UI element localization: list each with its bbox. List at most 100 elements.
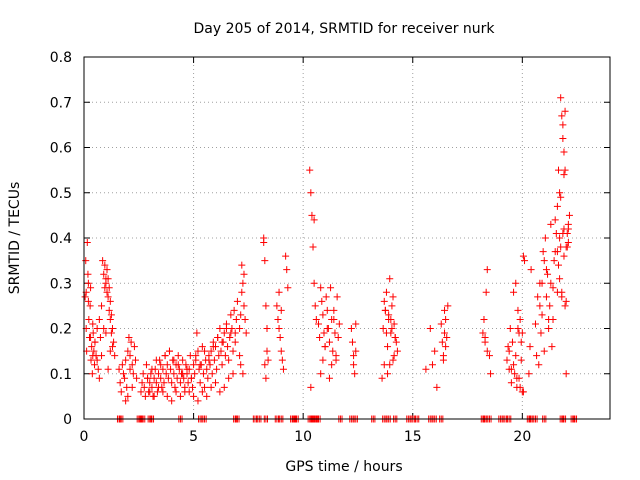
data-point (140, 383, 148, 391)
data-point (541, 234, 549, 242)
data-point (146, 379, 154, 387)
data-point (207, 347, 215, 355)
data-point (215, 352, 223, 360)
data-point (165, 347, 173, 355)
data-point (516, 315, 524, 323)
data-point (191, 370, 199, 378)
data-point (438, 338, 446, 346)
data-point (150, 374, 158, 382)
data-point (379, 325, 387, 332)
data-point (176, 379, 184, 387)
data-point (222, 325, 230, 332)
data-point (443, 334, 451, 342)
data-point (241, 315, 249, 323)
data-point (233, 297, 241, 305)
plot-frame (83, 56, 611, 420)
data-point (549, 284, 557, 292)
data-point (213, 365, 221, 373)
data-point (273, 302, 281, 310)
data-point (124, 347, 132, 355)
data-point (431, 347, 439, 355)
data-point (105, 306, 113, 314)
data-point (150, 392, 158, 400)
data-point (118, 361, 126, 369)
data-point (387, 315, 395, 323)
y-tick-label: 0.8 (50, 50, 72, 66)
data-point (180, 374, 188, 382)
data-point (328, 361, 336, 369)
data-point (192, 352, 200, 360)
data-point (155, 370, 163, 378)
data-point (185, 388, 193, 396)
data-point (549, 315, 557, 323)
data-point (503, 356, 511, 364)
data-point (330, 315, 338, 323)
data-point (437, 320, 445, 328)
data-point (141, 392, 149, 400)
data-point (100, 325, 108, 332)
data-point (196, 379, 204, 387)
data-point (91, 338, 99, 346)
data-point (240, 270, 248, 278)
data-point (174, 361, 182, 369)
data-point (237, 311, 245, 319)
x-tick-label: 15 (404, 429, 422, 445)
data-point (275, 288, 283, 296)
data-point (99, 257, 107, 265)
y-tick-label: 0.2 (50, 322, 72, 338)
data-point (548, 343, 556, 351)
data-point (262, 302, 270, 310)
data-point (384, 343, 392, 351)
data-point (552, 229, 560, 237)
data-point (230, 306, 238, 314)
data-point (439, 352, 447, 360)
data-point (89, 352, 97, 360)
data-point (173, 374, 181, 382)
y-tick-label: 0.7 (50, 95, 72, 111)
data-point (229, 347, 237, 355)
data-point (311, 302, 319, 310)
data-point (485, 352, 493, 360)
y-tick-label: 0.6 (50, 141, 72, 157)
data-point (325, 338, 333, 346)
data-point (261, 361, 269, 369)
data-point (93, 325, 101, 332)
data-point (220, 329, 228, 337)
data-point (203, 365, 211, 373)
data-point (441, 329, 449, 337)
data-point (556, 234, 564, 242)
data-point (161, 352, 169, 360)
data-point (239, 370, 247, 378)
data-point (386, 361, 394, 369)
data-point (147, 370, 155, 378)
data-point (350, 352, 358, 360)
data-point (550, 257, 558, 265)
data-point (319, 356, 327, 364)
data-point (564, 220, 572, 228)
data-point (279, 365, 287, 373)
data-point (95, 315, 103, 323)
data-point (533, 352, 541, 360)
data-point (87, 356, 95, 364)
data-point (483, 347, 491, 355)
data-point (227, 311, 235, 319)
data-point (170, 370, 178, 378)
data-point (214, 334, 222, 342)
data-point (205, 356, 213, 364)
data-point (517, 356, 525, 364)
data-point (551, 248, 559, 256)
data-point (126, 365, 134, 373)
data-point (513, 383, 521, 391)
data-point (84, 279, 92, 287)
x-tick-label: 0 (80, 429, 89, 445)
data-point (87, 284, 95, 292)
data-point (105, 284, 113, 292)
data-point (152, 379, 160, 387)
data-point (558, 293, 566, 301)
data-point (263, 325, 271, 332)
data-point (262, 374, 270, 382)
data-point (433, 383, 441, 391)
data-point (227, 329, 235, 337)
data-point (168, 379, 176, 387)
data-point (175, 365, 183, 373)
